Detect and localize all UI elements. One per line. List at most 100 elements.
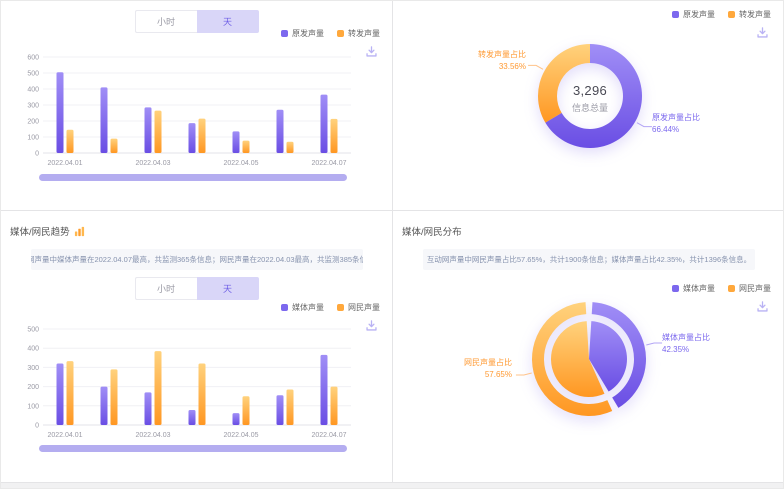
legend-item-repost[interactable]: 转发声量 xyxy=(337,28,380,39)
download-icon[interactable] xyxy=(365,319,378,332)
svg-text:0: 0 xyxy=(35,423,39,430)
toggle-hour-button[interactable]: 小时 xyxy=(134,277,197,300)
bar-媒体声量[interactable] xyxy=(232,413,240,425)
bar-媒体声量[interactable] xyxy=(188,410,196,425)
legend: 原发声量 转发声量 xyxy=(281,28,380,39)
bar-原发声量[interactable] xyxy=(276,109,284,153)
bar-网民声量[interactable] xyxy=(66,361,74,425)
bar-媒体声量[interactable] xyxy=(100,386,108,425)
legend: 媒体声量 网民声量 xyxy=(281,302,380,313)
legend-item-origin[interactable]: 原发声量 xyxy=(281,28,324,39)
bar-网民声量[interactable] xyxy=(198,363,206,425)
svg-text:2022.04.07: 2022.04.07 xyxy=(311,432,346,439)
bar-转发声量[interactable] xyxy=(154,110,162,153)
toggle-hour-button[interactable]: 小时 xyxy=(134,10,197,33)
legend-item-media[interactable]: 媒体声量 xyxy=(672,283,715,294)
bar-网民声量[interactable] xyxy=(242,396,250,425)
bar-网民声量[interactable] xyxy=(330,386,338,425)
toggle-day-button[interactable]: 天 xyxy=(196,10,259,33)
svg-text:2022.04.05: 2022.04.05 xyxy=(223,432,258,439)
download-icon[interactable] xyxy=(756,26,769,39)
label-line xyxy=(515,372,532,376)
legend-item-media[interactable]: 媒体声量 xyxy=(281,302,324,313)
svg-text:300: 300 xyxy=(27,365,39,372)
inner-slice-网民声量占比[interactable] xyxy=(551,321,605,397)
svg-text:100: 100 xyxy=(27,135,39,142)
bar-媒体声量[interactable] xyxy=(320,354,328,425)
bar-转发声量[interactable] xyxy=(66,129,74,153)
legend-dot-orange xyxy=(728,285,735,292)
panel-title-text: 媒体/网民趋势 xyxy=(10,227,70,238)
bar-转发声量[interactable] xyxy=(286,141,294,153)
chart-zoom-scrollbar[interactable] xyxy=(39,174,347,181)
panel-title: 媒体/网民趋势 xyxy=(10,224,85,238)
bar-原发声量[interactable] xyxy=(232,131,240,153)
legend-item-repost[interactable]: 转发声量 xyxy=(728,9,771,20)
svg-text:500: 500 xyxy=(27,327,39,334)
legend-label: 转发声量 xyxy=(739,10,771,19)
svg-text:400: 400 xyxy=(27,346,39,353)
slice-媒体声量占比[interactable] xyxy=(591,302,646,408)
callout-repost-share: 转发声量占比 33.56% xyxy=(478,49,526,73)
download-icon[interactable] xyxy=(756,300,769,313)
bar-网民声量[interactable] xyxy=(154,351,162,425)
bar-网民声量[interactable] xyxy=(286,389,294,425)
svg-text:200: 200 xyxy=(27,384,39,391)
bar-转发声量[interactable] xyxy=(110,138,118,153)
bar-原发声量[interactable] xyxy=(144,107,152,153)
legend: 原发声量 转发声量 xyxy=(672,9,771,20)
page-scrollbar[interactable] xyxy=(1,483,783,488)
download-icon[interactable] xyxy=(365,45,378,58)
callout-name: 原发声量占比 xyxy=(652,113,700,122)
callout-name: 媒体声量占比 xyxy=(662,333,710,342)
bar-媒体声量[interactable] xyxy=(144,392,152,425)
legend-dot-orange xyxy=(337,304,344,311)
legend-dot-purple xyxy=(672,285,679,292)
toggle-day-button[interactable]: 天 xyxy=(196,277,259,300)
bar-原发声量[interactable] xyxy=(320,94,328,153)
slice-转发声量占比[interactable] xyxy=(538,44,590,123)
svg-text:2022.04.07: 2022.04.07 xyxy=(311,160,346,167)
bar-原发声量[interactable] xyxy=(56,72,64,153)
legend-item-origin[interactable]: 原发声量 xyxy=(672,9,715,20)
inner-slice-媒体声量占比[interactable] xyxy=(589,321,627,392)
svg-text:2022.04.03: 2022.04.03 xyxy=(135,432,170,439)
chart-zoom-scrollbar[interactable] xyxy=(39,445,347,452)
bar-转发声量[interactable] xyxy=(242,140,250,153)
callout-netizen-share: 网民声量占比 57.65% xyxy=(464,357,512,381)
label-line xyxy=(528,64,544,70)
summary-text: 互动网声量中网民声量占比57.65%，共计1900条信息；媒体声量占比42.35… xyxy=(423,249,755,270)
legend-label: 原发声量 xyxy=(683,10,715,19)
legend-dot-orange xyxy=(728,11,735,18)
bar-转发声量[interactable] xyxy=(198,118,206,153)
bar-媒体声量[interactable] xyxy=(276,395,284,425)
bar-转发声量[interactable] xyxy=(330,118,338,153)
bar-原发声量[interactable] xyxy=(188,123,196,153)
legend-label: 原发声量 xyxy=(292,29,324,38)
bar-chart-origin-repost[interactable]: 0 100 200 300 400 500 600 2022.04.01 2022.04.03 2… xyxy=(19,51,371,177)
callout-value: 42.35% xyxy=(662,345,690,354)
bar-媒体声量[interactable] xyxy=(56,363,64,425)
callout-value: 33.56% xyxy=(498,62,526,71)
panel-origin-repost-trend: 小时 天 原发声量 转发声量 0 100 200 300 400 500 600 2022.0… xyxy=(1,1,392,210)
bar-chart-media-netizen[interactable]: 0 100 200 300 400 500 2022.04.01 2022.04.03 2022… xyxy=(19,323,371,449)
legend-item-netizen[interactable]: 网民声量 xyxy=(728,283,771,294)
callout-value: 57.65% xyxy=(484,370,512,379)
legend-label: 网民声量 xyxy=(739,284,771,293)
svg-text:2022.04.05: 2022.04.05 xyxy=(223,160,258,167)
slice-原发声量占比[interactable] xyxy=(545,44,642,148)
bar-原发声量[interactable] xyxy=(100,87,108,153)
panel-media-netizen-trend: 媒体/网民趋势 互动网声量中媒体声量在2022.04.07最高，共监测365条信… xyxy=(1,211,392,482)
legend-item-netizen[interactable]: 网民声量 xyxy=(337,302,380,313)
legend-label: 转发声量 xyxy=(348,29,380,38)
legend: 媒体声量 网民声量 xyxy=(672,283,771,294)
donut-chart-origin-repost[interactable] xyxy=(393,1,783,210)
bar-网民声量[interactable] xyxy=(110,369,118,425)
donut-chart-media-netizen[interactable] xyxy=(393,211,783,482)
callout-name: 转发声量占比 xyxy=(478,50,526,59)
svg-text:200: 200 xyxy=(27,119,39,126)
panel-title-text: 媒体/网民分布 xyxy=(402,227,462,238)
slice-网民声量占比[interactable] xyxy=(532,302,613,416)
